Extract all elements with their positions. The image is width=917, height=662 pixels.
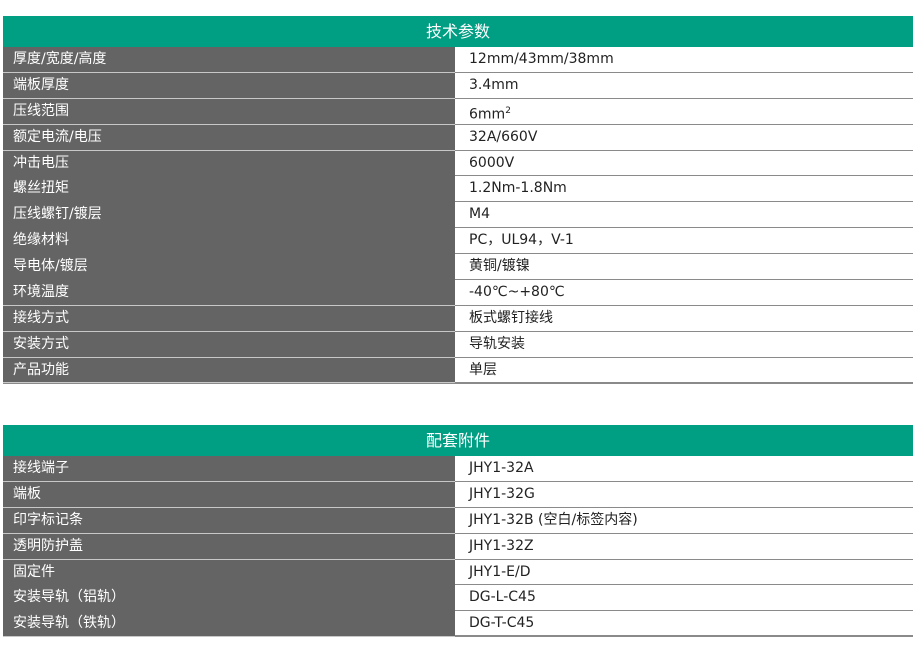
row-label: 透明防护盖	[3, 533, 455, 561]
row-label: 安装方式	[3, 331, 455, 359]
table-row: 安装方式 导轨安装	[3, 331, 913, 359]
row-label: 冲击电压	[3, 150, 455, 177]
row-label: 厚度/宽度/高度	[3, 47, 455, 74]
table-title: 技术参数	[3, 16, 913, 47]
value-text: JHY1-32Z	[469, 537, 534, 554]
row-label: 接线端子	[3, 456, 455, 483]
table-row: 安装导轨（铝轨） DG-L-C45	[3, 585, 913, 612]
value-text: 6000V	[469, 154, 515, 171]
row-label: 安装导轨（铁轨）	[3, 611, 455, 637]
row-value: 黄铜/镀镍	[455, 254, 913, 279]
value-text: PC，UL94，V-1	[469, 232, 574, 249]
row-value: DG-T-C45	[455, 611, 913, 635]
value-text: 单层	[469, 361, 497, 378]
row-value: JHY1-32Z	[455, 534, 913, 559]
row-label: 绝缘材料	[3, 228, 455, 255]
row-label: 环境温度	[3, 280, 455, 307]
row-value: 32A/660V	[455, 125, 913, 150]
value-text: 12mm/43mm/38mm	[469, 51, 614, 67]
row-label: 印字标记条	[3, 507, 455, 535]
value-text: JHY1-32B (空白/标签内容)	[469, 511, 638, 528]
row-label: 端板	[3, 481, 455, 509]
table-row: 压线范围 6mm2	[3, 98, 913, 126]
table-row: 螺丝扭矩 1.2Nm-1.8Nm	[3, 176, 913, 203]
value-text: 导轨安装	[469, 335, 525, 352]
table-row: 环境温度 -40℃~+80℃	[3, 280, 913, 307]
row-label: 螺丝扭矩	[3, 176, 455, 203]
value-text: 黄铜/镀镍	[469, 258, 530, 275]
table-row: 产品功能 单层	[3, 357, 913, 384]
value-text: 3.4mm	[469, 76, 519, 93]
row-label: 压线螺钉/镀层	[3, 202, 455, 229]
value-text: 32A/660V	[469, 128, 538, 145]
value-text: JHY1-E/D	[469, 563, 531, 580]
table-row: 印字标记条 JHY1-32B (空白/标签内容)	[3, 507, 913, 535]
table-row: 安装导轨（铁轨） DG-T-C45	[3, 611, 913, 638]
value-text: 6mm	[469, 106, 506, 123]
value-text: 1.2Nm-1.8Nm	[469, 180, 567, 197]
row-label: 端板厚度	[3, 72, 455, 100]
table-row: 压线螺钉/镀层 M4	[3, 202, 913, 229]
table-row: 端板厚度 3.4mm	[3, 72, 913, 100]
row-value: JHY1-32A	[455, 456, 913, 481]
tech-params-table: 技术参数 厚度/宽度/高度 12mm/43mm/38mm 端板厚度 3.4mm 压线范围…	[3, 16, 913, 384]
row-label: 安装导轨（铝轨）	[3, 585, 455, 612]
row-value: 1.2Nm-1.8Nm	[455, 176, 913, 201]
value-text: JHY1-32G	[469, 485, 535, 502]
table-row: 额定电流/电压 32A/660V	[3, 124, 913, 152]
row-value: 6mm2	[455, 99, 913, 124]
table-row: 端板 JHY1-32G	[3, 481, 913, 509]
row-value: PC，UL94，V-1	[455, 228, 913, 253]
table-row: 绝缘材料 PC，UL94，V-1	[3, 228, 913, 255]
row-label: 压线范围	[3, 98, 455, 126]
table-row: 冲击电压 6000V	[3, 150, 913, 177]
accessories-table: 配套附件 接线端子 JHY1-32A 端板 JHY1-32G 印字标记条 JHY1-32B…	[3, 425, 913, 638]
table-row: 厚度/宽度/高度 12mm/43mm/38mm	[3, 47, 913, 74]
row-label: 导电体/镀层	[3, 254, 455, 281]
row-label: 额定电流/电压	[3, 124, 455, 152]
table-row: 接线端子 JHY1-32A	[3, 456, 913, 483]
value-text: DG-T-C45	[469, 615, 535, 632]
superscript: 2	[505, 105, 511, 116]
row-value: 导轨安装	[455, 332, 913, 357]
row-value: DG-L-C45	[455, 585, 913, 610]
row-value: 12mm/43mm/38mm	[455, 47, 913, 72]
table-row: 接线方式 板式螺钉接线	[3, 305, 913, 333]
row-label: 固定件	[3, 559, 455, 586]
row-value: 3.4mm	[455, 73, 913, 98]
table-row: 导电体/镀层 黄铜/镀镍	[3, 254, 913, 281]
row-value: 板式螺钉接线	[455, 306, 913, 331]
row-value: JHY1-E/D	[455, 560, 913, 585]
row-value: 6000V	[455, 151, 913, 176]
row-value: -40℃~+80℃	[455, 280, 913, 305]
value-text: M4	[469, 206, 490, 223]
value-text: JHY1-32A	[469, 460, 534, 476]
table-row: 透明防护盖 JHY1-32Z	[3, 533, 913, 561]
row-value: M4	[455, 202, 913, 227]
value-text: -40℃~+80℃	[469, 284, 565, 301]
table-row: 固定件 JHY1-E/D	[3, 559, 913, 586]
row-value: 单层	[455, 358, 913, 382]
row-label: 产品功能	[3, 357, 455, 384]
value-text: DG-L-C45	[469, 589, 536, 606]
row-value: JHY1-32B (空白/标签内容)	[455, 508, 913, 533]
row-label: 接线方式	[3, 305, 455, 333]
row-value: JHY1-32G	[455, 482, 913, 507]
table-title: 配套附件	[3, 425, 913, 456]
value-text: 板式螺钉接线	[469, 309, 553, 326]
